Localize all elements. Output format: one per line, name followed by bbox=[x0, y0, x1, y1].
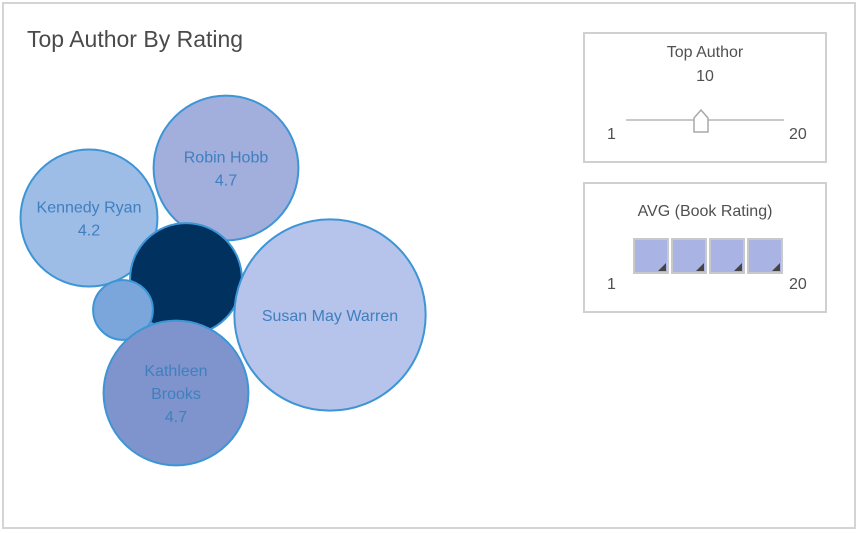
bubble-value-label: 4.7 bbox=[165, 409, 187, 426]
slider-handle[interactable] bbox=[692, 108, 710, 134]
avg-rating-slicer: AVG (Book Rating) 1 20 bbox=[583, 182, 827, 313]
cell-corner-marker bbox=[772, 263, 780, 271]
rating-min-label: 1 bbox=[607, 276, 616, 293]
avg-rating-title: AVG (Book Rating) bbox=[637, 203, 773, 220]
rating-max-label: 20 bbox=[789, 276, 807, 293]
cell-corner-marker bbox=[734, 263, 742, 271]
bubble[interactable] bbox=[102, 319, 250, 467]
bubble[interactable] bbox=[233, 218, 427, 412]
bubble-author-label: Kathleen bbox=[144, 363, 207, 380]
top-author-value: 10 bbox=[696, 68, 714, 85]
top-author-title: Top Author bbox=[666, 44, 744, 61]
cell-corner-marker bbox=[696, 263, 704, 271]
bubble-author-label: Brooks bbox=[151, 386, 201, 403]
rating-cells bbox=[633, 238, 785, 278]
rating-cell[interactable] bbox=[747, 238, 783, 274]
rating-cell[interactable] bbox=[633, 238, 669, 274]
bubble-value-label: 4.7 bbox=[215, 173, 237, 190]
rating-cell[interactable] bbox=[671, 238, 707, 274]
bubble-author-label: Kennedy Ryan bbox=[37, 200, 142, 217]
cell-corner-marker bbox=[658, 263, 666, 271]
slider-max-label: 20 bbox=[789, 126, 807, 143]
bubble-author-label: Susan May Warren bbox=[262, 308, 398, 325]
bubble[interactable] bbox=[19, 148, 159, 288]
bubble-author-label: Robin Hobb bbox=[184, 150, 269, 167]
rating-cell[interactable] bbox=[709, 238, 745, 274]
top-author-slicer: Top Author 10 1 20 bbox=[583, 32, 827, 163]
bubble-value-label: 4.2 bbox=[78, 223, 100, 240]
bubble[interactable] bbox=[92, 279, 154, 341]
slider-min-label: 1 bbox=[607, 126, 616, 143]
bubble[interactable] bbox=[152, 94, 300, 242]
chart-title: Top Author By Rating bbox=[27, 26, 244, 52]
